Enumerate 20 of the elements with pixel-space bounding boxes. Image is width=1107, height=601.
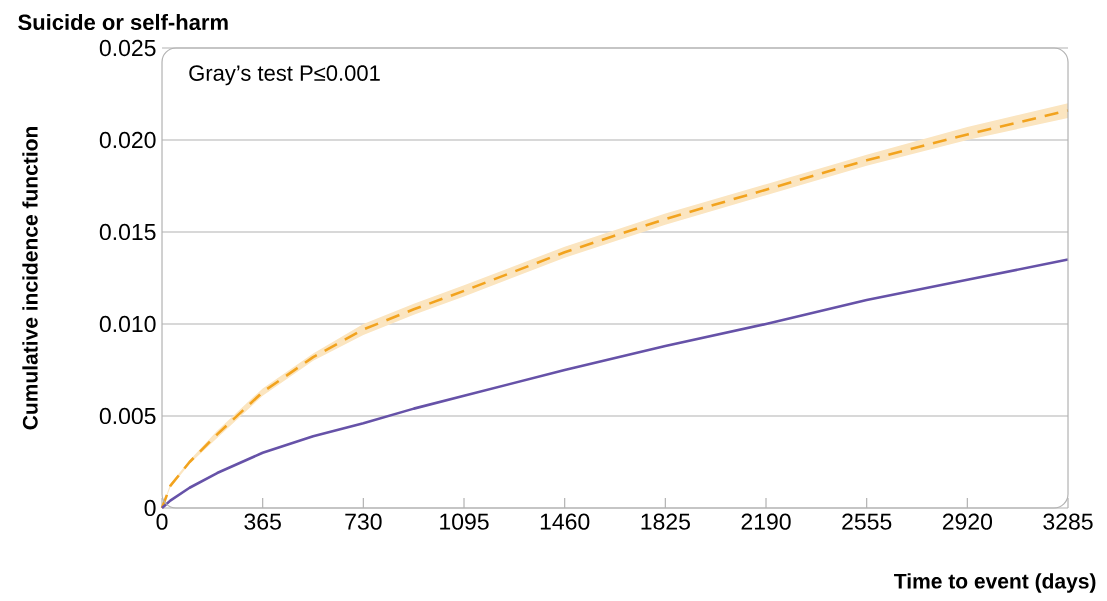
y-tick-label: 0.015 — [99, 223, 156, 241]
x-tick-label: 1460 — [540, 513, 590, 530]
x-tick-label: 0 — [156, 513, 168, 530]
chart-title: Suicide or self-harm — [18, 13, 228, 31]
y-tick-label: 0.005 — [99, 407, 156, 425]
x-tick-label: 2555 — [842, 513, 892, 530]
x-tick-label: 2190 — [741, 513, 791, 530]
annotation: Gray’s test P≤0.001 — [189, 65, 380, 86]
x-tick-label: 3285 — [1043, 513, 1093, 530]
y-tick-label: 0 — [144, 499, 156, 517]
x-tick-label: 365 — [244, 513, 281, 530]
y-tick-label: 0.020 — [99, 131, 156, 149]
x-tick-label: 2920 — [942, 513, 993, 530]
x-tick-label: 730 — [345, 513, 382, 530]
y-tick-label: 0.025 — [99, 39, 156, 57]
x-tick-label: 1095 — [440, 513, 489, 530]
x-axis-title: Time to event (days) — [894, 573, 1096, 593]
y-tick-label: 0.010 — [99, 315, 156, 333]
x-tick-label: 1825 — [641, 513, 690, 530]
y-axis-title: Cumulative incidence function — [22, 127, 38, 430]
